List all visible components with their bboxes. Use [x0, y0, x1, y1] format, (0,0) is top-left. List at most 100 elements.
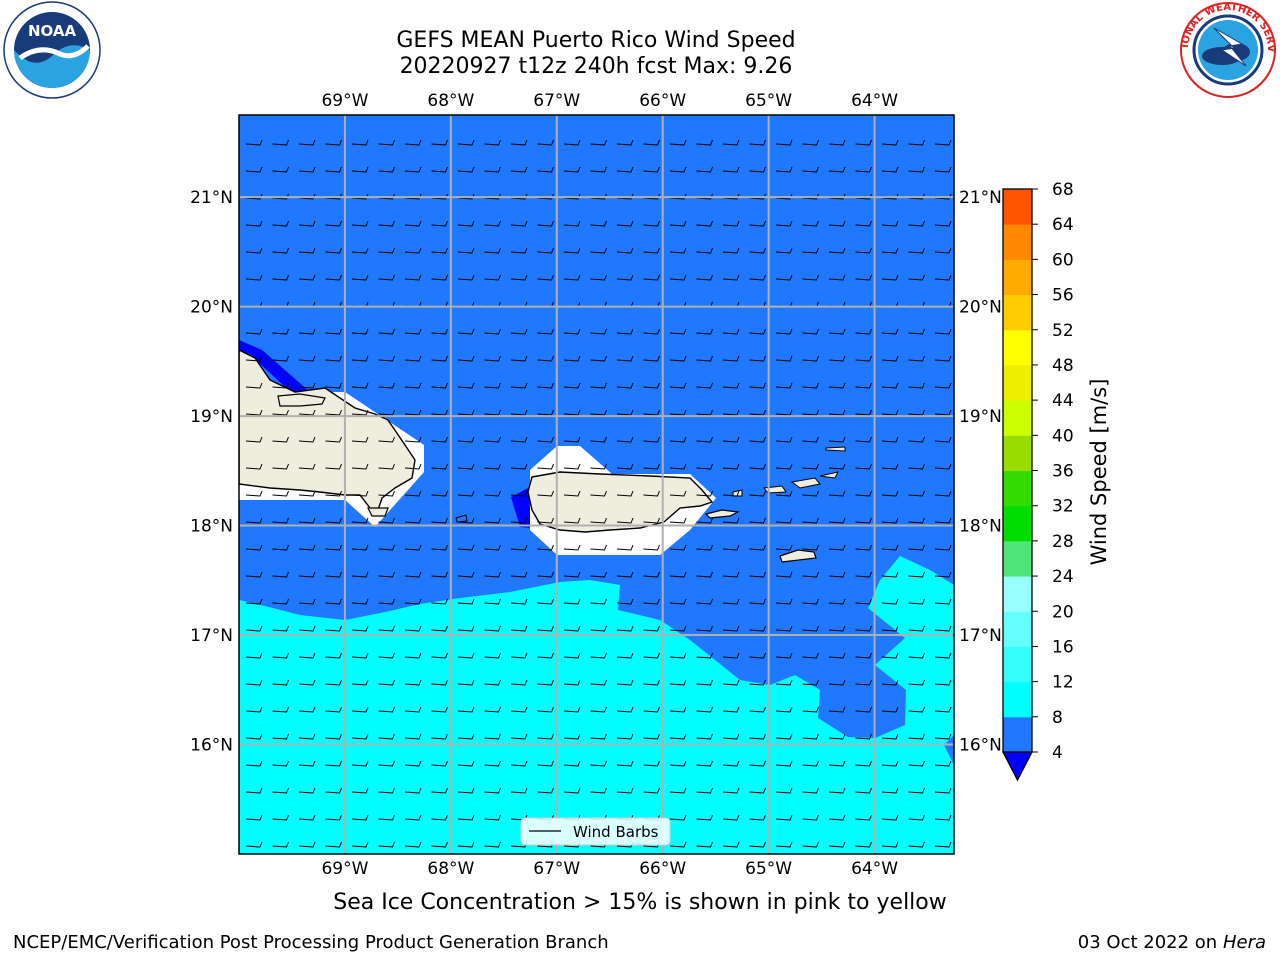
wind-barb — [431, 841, 448, 848]
wind-barb — [616, 220, 634, 227]
wind-barb — [616, 328, 634, 335]
wind-barb — [404, 760, 422, 767]
wind-barb — [643, 679, 660, 686]
wind-barb — [775, 166, 793, 173]
wind-barb — [934, 139, 952, 146]
wind-barb — [855, 166, 872, 173]
wind-barb — [457, 490, 475, 497]
wind-barb — [802, 463, 819, 470]
wind-barb — [537, 193, 554, 200]
lon-label-top: 66°W — [639, 91, 686, 111]
wind-barb — [775, 517, 793, 524]
wind-barb — [775, 247, 793, 254]
wind-barb — [537, 544, 554, 551]
wind-barb — [245, 679, 263, 686]
wind-barb — [245, 625, 263, 632]
wind-barb — [881, 355, 899, 362]
wind-barb — [881, 436, 899, 443]
wind-barb — [802, 760, 819, 767]
wind-barb — [378, 625, 395, 632]
wind-barb — [669, 166, 687, 173]
wind-barb — [828, 814, 846, 821]
wind-barb — [590, 517, 607, 524]
wind-barb — [510, 436, 528, 443]
wind-barb — [351, 544, 369, 551]
lat-label-left: 17°N — [190, 626, 233, 646]
colorbar-tick-label: 24 — [1052, 567, 1074, 587]
wind-barb — [669, 328, 687, 335]
wind-barb — [643, 463, 660, 470]
wind-barb — [404, 193, 422, 200]
wind-barb — [510, 409, 528, 416]
wind-barb — [590, 355, 607, 362]
colorbar-band — [1003, 505, 1032, 542]
wind-barb — [245, 166, 263, 173]
wind-barb — [855, 733, 872, 740]
wind-barb — [616, 247, 634, 254]
wind-barb — [722, 139, 740, 146]
wind-barb — [457, 355, 475, 362]
wind-barb — [510, 652, 528, 659]
wind-barb — [669, 625, 687, 632]
wind-barb — [669, 841, 687, 848]
wind-barb — [775, 463, 793, 470]
wind-barb — [404, 463, 422, 470]
wind-barb — [934, 220, 952, 227]
wind-barb — [563, 247, 581, 254]
wind-barb — [855, 436, 872, 443]
wind-barb — [431, 247, 448, 254]
land-tortola — [819, 471, 839, 479]
wind-barb — [404, 841, 422, 848]
wind-barb — [908, 193, 925, 200]
wind-barb — [590, 247, 607, 254]
wind-barb — [378, 382, 395, 389]
lon-label-top: 65°W — [745, 91, 792, 111]
colorbar-tick-label: 20 — [1052, 602, 1074, 622]
wind-barb — [934, 733, 952, 740]
wind-barb — [669, 517, 687, 524]
wind-barb — [722, 274, 740, 281]
wind-barb — [590, 166, 607, 173]
wind-barb — [431, 382, 448, 389]
wind-barb — [643, 355, 660, 362]
wind-barb — [351, 139, 369, 146]
wind-barb — [351, 706, 369, 713]
wind-barb — [696, 355, 713, 362]
wind-barb — [378, 490, 395, 497]
wind-barb — [802, 598, 819, 605]
wind-barb — [828, 652, 846, 659]
wind-barb — [325, 760, 342, 767]
wind-barb — [616, 679, 634, 686]
wind-barb — [404, 571, 422, 578]
colorbar-tick-label: 44 — [1052, 391, 1074, 411]
wind-barb — [351, 733, 369, 740]
wind-barb — [881, 328, 899, 335]
wind-barb — [351, 814, 369, 821]
wind-barb — [722, 436, 740, 443]
wind-barb — [643, 274, 660, 281]
wind-barb — [855, 490, 872, 497]
wind-barb — [325, 220, 342, 227]
colorbar-band — [1003, 611, 1032, 647]
wind-barb — [298, 355, 316, 362]
wind-barb — [722, 193, 740, 200]
wind-barb — [563, 787, 581, 794]
wind-barb — [775, 328, 793, 335]
wind-barb — [537, 571, 554, 578]
wind-barb — [855, 220, 872, 227]
wind-barb — [934, 355, 952, 362]
wind-barb — [325, 841, 342, 848]
wind-barb — [404, 274, 422, 281]
wind-barb — [775, 409, 793, 416]
wind-barb — [537, 679, 554, 686]
wind-barb — [563, 166, 581, 173]
wind-barb — [351, 598, 369, 605]
colorbar-tick-label: 8 — [1052, 708, 1063, 728]
wind-barb — [934, 760, 952, 767]
wind-barb — [616, 382, 634, 389]
wind-barb — [802, 679, 819, 686]
wind-barb — [802, 382, 819, 389]
wind-barb — [722, 544, 740, 551]
wind-barb — [484, 463, 501, 470]
colorbar-tick-label: 60 — [1052, 250, 1074, 270]
